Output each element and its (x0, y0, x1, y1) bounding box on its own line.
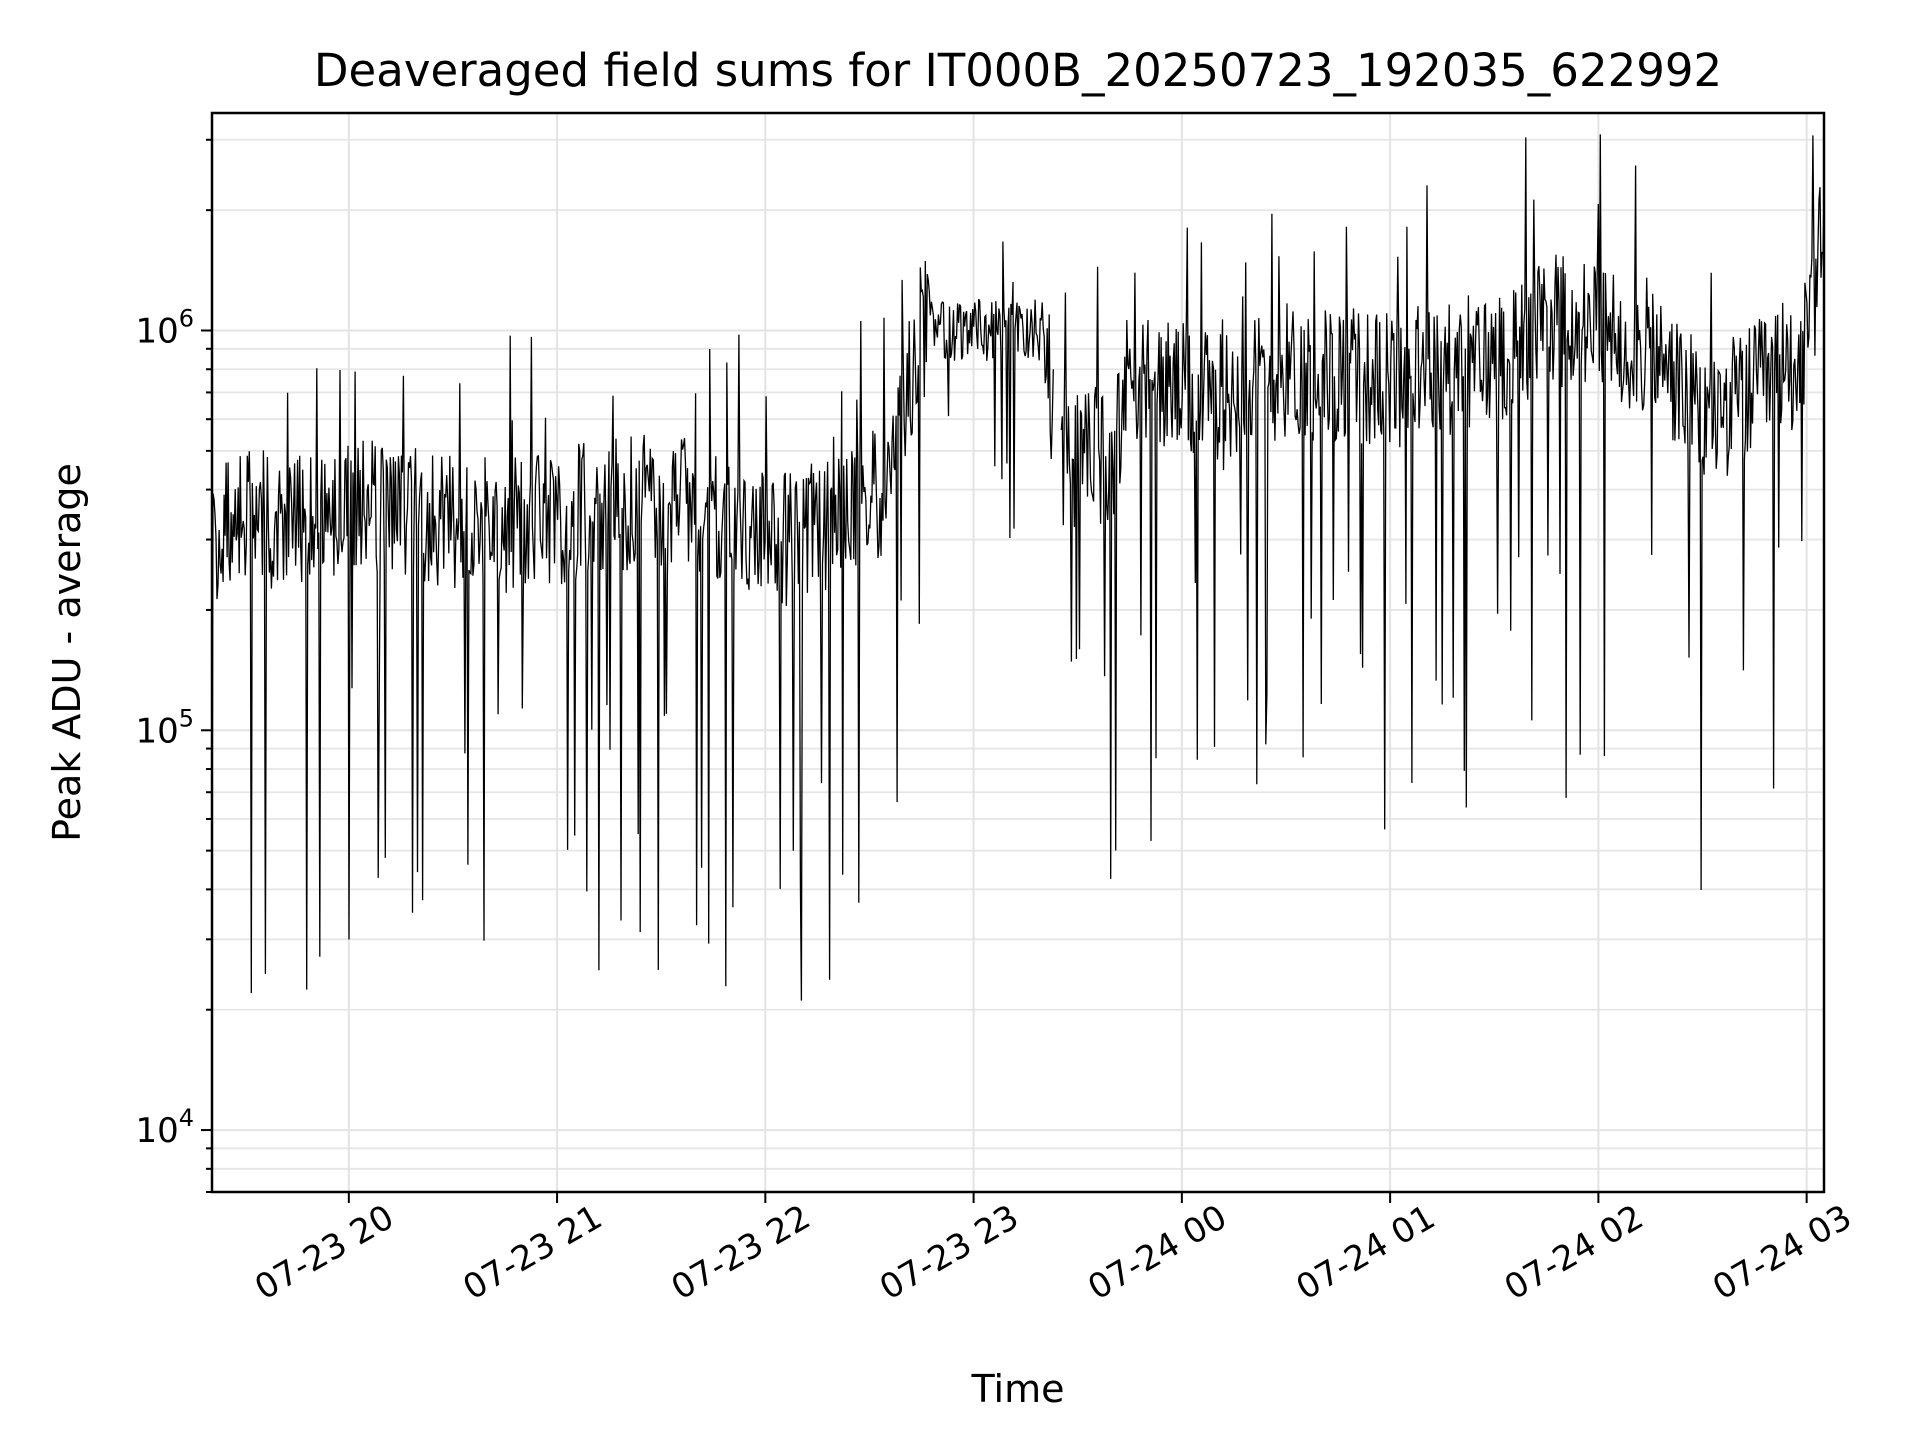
y-axis-label: Peak ADU - average (45, 463, 89, 842)
series-layer (211, 134, 1825, 1001)
chart-title: Deaveraged field sums for IT000B_2025072… (314, 44, 1722, 97)
plot-frame (210, 111, 1826, 1194)
x-axis-label: Time (971, 1367, 1065, 1411)
y-tick-label: 104 (135, 1104, 194, 1151)
grid (212, 113, 1824, 1193)
series-line (211, 134, 1825, 1001)
y-tick-label: 105 (135, 704, 194, 751)
y-tick-label: 106 (135, 305, 194, 352)
